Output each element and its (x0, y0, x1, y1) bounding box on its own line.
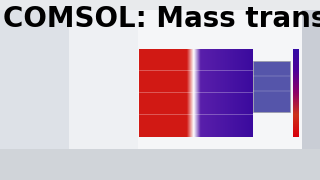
Bar (0, 0, 320, 10)
Bar (0, 149, 320, 180)
Bar (138, 10, 302, 149)
Bar (253, 61, 290, 112)
Bar (69, 10, 138, 149)
Text: COMSOL: Mass transfer With Reaction: COMSOL: Mass transfer With Reaction (3, 5, 320, 33)
Bar (0, 10, 69, 149)
